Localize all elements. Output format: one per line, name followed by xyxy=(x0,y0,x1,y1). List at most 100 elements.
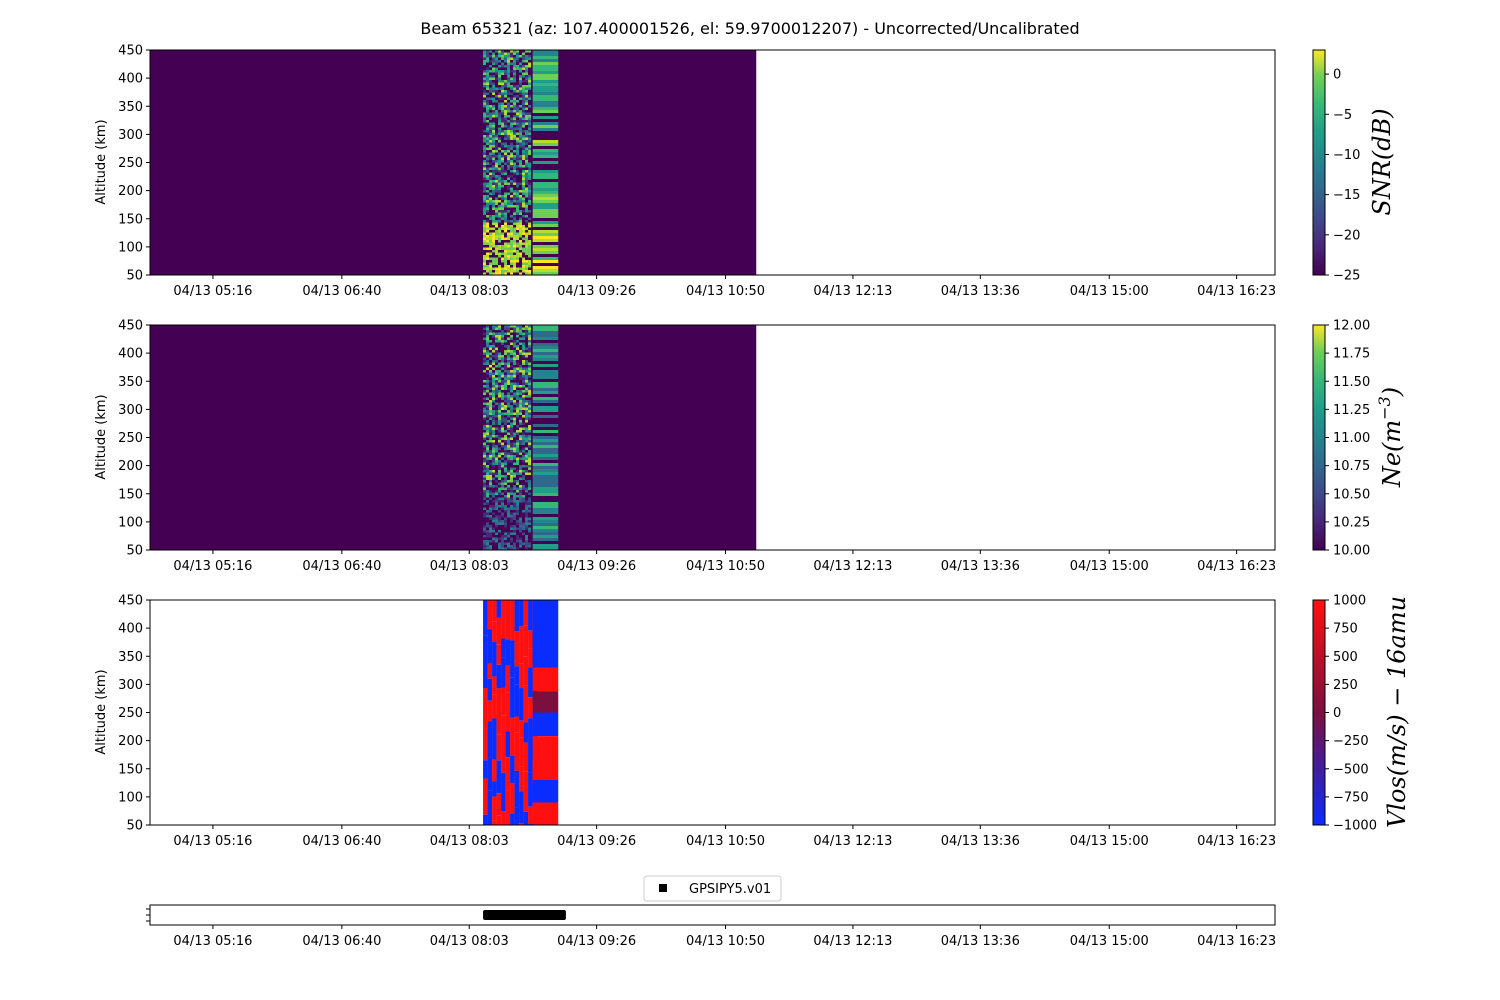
heatmap-cell xyxy=(510,105,514,108)
velocity-cell xyxy=(523,722,529,743)
heatmap-cell xyxy=(483,462,487,465)
heatmap-cell xyxy=(495,390,499,393)
heatmap-cell xyxy=(483,415,487,418)
heatmap-cell xyxy=(486,52,490,55)
heatmap-cell xyxy=(489,202,493,205)
heatmap-cell xyxy=(495,545,499,548)
heatmap-cell xyxy=(528,367,532,370)
heatmap-cell xyxy=(516,360,520,363)
heatmap-cell xyxy=(489,120,493,123)
heatmap-stripe xyxy=(532,325,559,328)
heatmap-cell xyxy=(519,350,523,353)
heatmap-cell xyxy=(492,57,496,60)
heatmap-cell xyxy=(513,102,517,105)
heatmap-stripe xyxy=(532,230,559,233)
heatmap-cell xyxy=(528,417,532,420)
heatmap-cell xyxy=(504,490,508,493)
colorbar-tick-label: 0 xyxy=(1333,706,1341,721)
heatmap-cell xyxy=(525,207,529,210)
heatmap-cell xyxy=(498,72,502,75)
heatmap-cell xyxy=(519,410,523,413)
heatmap-cell xyxy=(501,510,505,513)
heatmap-cell xyxy=(489,517,493,520)
heatmap-cell xyxy=(507,212,511,215)
heatmap-cell xyxy=(513,145,517,148)
heatmap-cell xyxy=(486,472,490,475)
heatmap-stripe xyxy=(532,427,559,430)
heatmap-stripe xyxy=(532,349,559,352)
heatmap-cell xyxy=(501,252,505,255)
heatmap-cell xyxy=(528,97,532,100)
colorbar-ticks-snr: 0−5−10−15−20−25 xyxy=(1325,68,1360,284)
heatmap-cell xyxy=(489,132,493,135)
heatmap-cell xyxy=(510,370,514,373)
heatmap-cell xyxy=(495,377,499,380)
heatmap-cell xyxy=(501,65,505,68)
heatmap-cell xyxy=(507,125,511,128)
heatmap-cell xyxy=(483,265,487,268)
heatmap-cell xyxy=(516,427,520,430)
heatmap-cell xyxy=(486,365,490,368)
heatmap-cell xyxy=(483,170,487,173)
heatmap-cell xyxy=(528,352,532,355)
heatmap-cell xyxy=(501,537,505,540)
heatmap-cell xyxy=(483,167,487,170)
heatmap-cell xyxy=(489,272,493,275)
heatmap-cell xyxy=(489,242,493,245)
heatmap-stripe xyxy=(532,376,559,379)
heatmap-cell xyxy=(510,377,514,380)
heatmap-stripe xyxy=(532,56,559,59)
heatmap-cell xyxy=(498,130,502,133)
heatmap-cell xyxy=(522,477,526,480)
heatmap-cell xyxy=(513,130,517,133)
heatmap-cell xyxy=(507,480,511,483)
heatmap-cell xyxy=(501,497,505,500)
heatmap-stripe xyxy=(532,457,559,460)
heatmap-cell xyxy=(522,62,526,65)
heatmap-cell xyxy=(492,162,496,165)
heatmap-cell xyxy=(510,362,514,365)
heatmap-cell xyxy=(498,502,502,505)
heatmap-cell xyxy=(510,65,514,68)
heatmap-cell xyxy=(513,345,517,348)
heatmap-cell xyxy=(507,495,511,498)
heatmap-cell xyxy=(495,50,499,53)
heatmap-cell xyxy=(513,110,517,113)
heatmap-cell xyxy=(516,222,520,225)
heatmap-cell xyxy=(528,490,532,493)
heatmap-cell xyxy=(522,480,526,483)
heatmap-cell xyxy=(486,202,490,205)
heatmap-cell xyxy=(522,165,526,168)
heatmap-cell xyxy=(492,360,496,363)
heatmap-cell xyxy=(504,420,508,423)
heatmap-cell xyxy=(492,477,496,480)
heatmap-cell xyxy=(489,190,493,193)
heatmap-cell xyxy=(495,472,499,475)
heatmap-cell xyxy=(501,177,505,180)
heatmap-cell xyxy=(504,537,508,540)
heatmap-cell xyxy=(498,410,502,413)
heatmap-cell xyxy=(528,212,532,215)
heatmap-cell xyxy=(501,80,505,83)
heatmap-cell xyxy=(516,60,520,63)
heatmap-cell xyxy=(510,402,514,405)
heatmap-cell xyxy=(522,392,526,395)
heatmap-cell xyxy=(510,210,514,213)
heatmap-cell xyxy=(498,430,502,433)
heatmap-cell xyxy=(492,352,496,355)
y-tick-label: 450 xyxy=(118,594,143,609)
heatmap-cell xyxy=(489,382,493,385)
heatmap-cell xyxy=(495,442,499,445)
heatmap-cell xyxy=(504,485,508,488)
heatmap-cell xyxy=(513,330,517,333)
heatmap-cell xyxy=(519,52,523,55)
heatmap-cell xyxy=(489,340,493,343)
heatmap-cell xyxy=(525,232,529,235)
heatmap-cell xyxy=(483,222,487,225)
heatmap-cell xyxy=(510,382,514,385)
heatmap-cell xyxy=(516,535,520,538)
heatmap-cell xyxy=(492,345,496,348)
heatmap-cell xyxy=(498,52,502,55)
heatmap-cell xyxy=(486,432,490,435)
heatmap-stripe xyxy=(532,337,559,340)
